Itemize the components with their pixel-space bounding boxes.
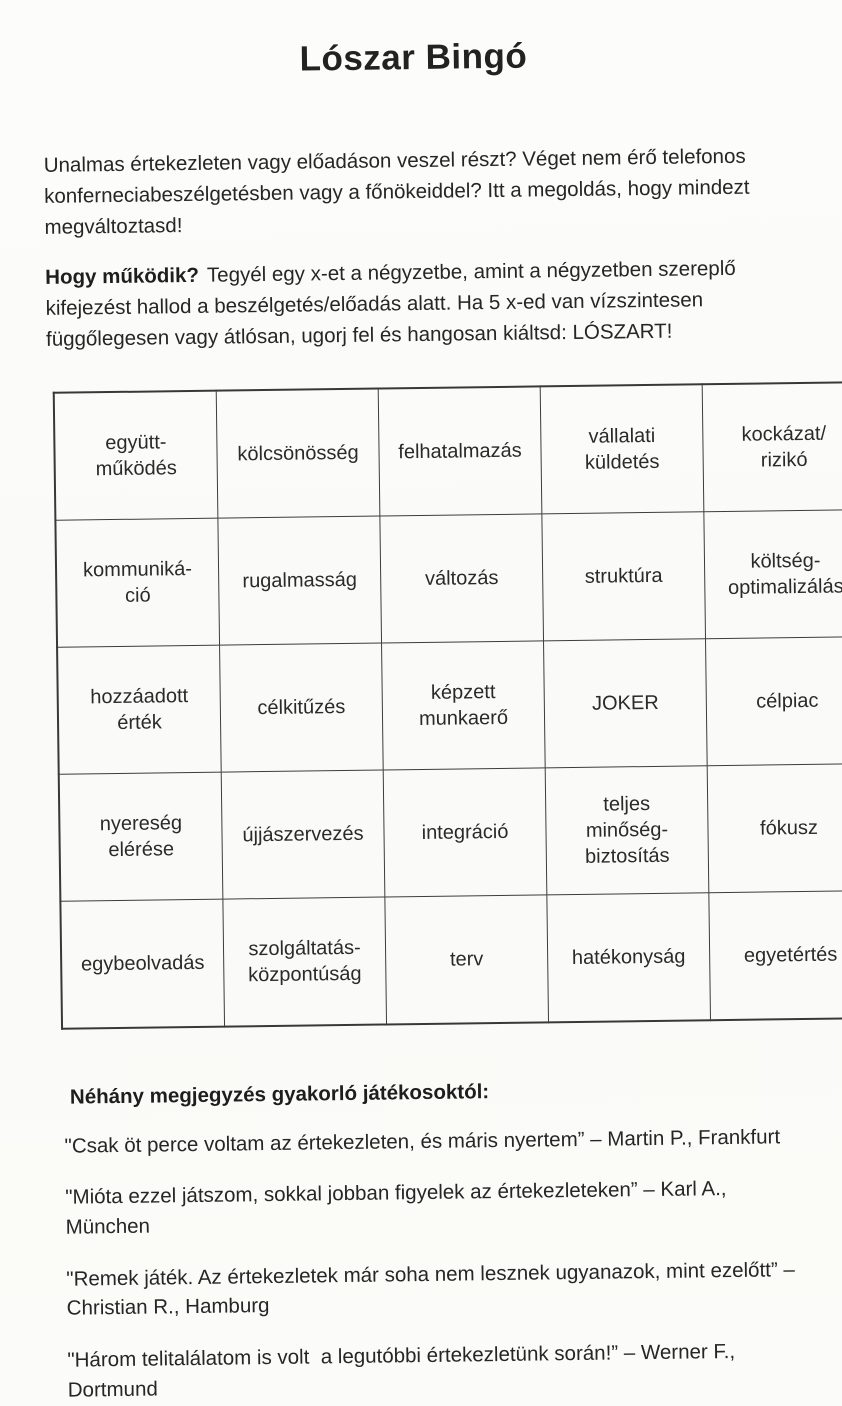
bingo-cell: költség- optimalizálás bbox=[703, 509, 842, 639]
bingo-cell: képzett munkaerő bbox=[381, 640, 546, 770]
bingo-row: együtt- működés kölcsönösség felhatalmaz… bbox=[53, 381, 842, 520]
bingo-cell: rugalmasság bbox=[217, 515, 382, 645]
bingo-cell: teljes minőség- biztosítás bbox=[545, 765, 709, 895]
how-it-works-label: Hogy működik? bbox=[45, 264, 200, 290]
testimonial-quote: "Remek játék. Az értekezletek már soha n… bbox=[66, 1257, 801, 1321]
bingo-cell: hozzáadott érték bbox=[57, 644, 222, 774]
bingo-cell: kommuniká- ció bbox=[55, 517, 220, 647]
testimonials-heading: Néhány megjegyzés gyakorló játékosoktól: bbox=[69, 1079, 490, 1109]
bingo-cell: integráció bbox=[383, 767, 547, 897]
bingo-cell: hatékonyság bbox=[546, 892, 711, 1022]
testimonial-quote: "Három telitalálatom is volt a legutóbbi… bbox=[67, 1339, 741, 1402]
bingo-grid: együtt- működés kölcsönösség felhatalmaz… bbox=[52, 380, 842, 1030]
bingo-cell: vállalati küldetés bbox=[540, 383, 704, 514]
bingo-row: nyereség elérése újjászervezés integráci… bbox=[58, 763, 842, 901]
bingo-cell: kölcsönösség bbox=[216, 388, 380, 518]
bingo-cell: szolgáltatás- központúság bbox=[222, 896, 387, 1027]
testimonial-quote: "Mióta ezzel játszom, sokkal jobban figy… bbox=[65, 1177, 733, 1239]
bingo-cell: kockázat/ rizikó bbox=[702, 381, 842, 512]
bingo-cell: együtt- működés bbox=[53, 390, 218, 520]
bingo-row: kommuniká- ció rugalmasság változás stru… bbox=[55, 509, 842, 647]
bingo-cell: változás bbox=[379, 513, 544, 643]
bingo-cell: terv bbox=[384, 894, 549, 1024]
bingo-cell: újjászervezés bbox=[221, 769, 385, 899]
how-it-works-paragraph: Hogy működik? Tegyél egy x-et a négyzetbe… bbox=[45, 253, 794, 355]
bingo-row: egybeolvadás szolgáltatás- központúság t… bbox=[60, 890, 842, 1029]
bingo-cell: célkitűzés bbox=[219, 642, 384, 772]
page-title: Lószar Bingó bbox=[299, 36, 528, 79]
bingo-cell: fókusz bbox=[707, 763, 842, 893]
bingo-cell: célpiac bbox=[705, 636, 842, 766]
bingo-cell-joker: JOKER bbox=[543, 638, 708, 768]
bingo-cell: egyetértés bbox=[708, 890, 842, 1020]
bingo-cell: struktúra bbox=[541, 511, 706, 641]
bingo-cell: felhatalmazás bbox=[378, 385, 542, 516]
bingo-row: hozzáadott érték célkitűzés képzett munk… bbox=[57, 636, 842, 774]
bingo-cell: egybeolvadás bbox=[60, 898, 225, 1029]
testimonial-quote: "Csak öt perce voltam az értekezleten, é… bbox=[64, 1124, 781, 1158]
bingo-cell: nyereség elérése bbox=[58, 771, 223, 901]
intro-paragraph: Unalmas értekezleten vagy előadáson vesz… bbox=[43, 144, 750, 239]
